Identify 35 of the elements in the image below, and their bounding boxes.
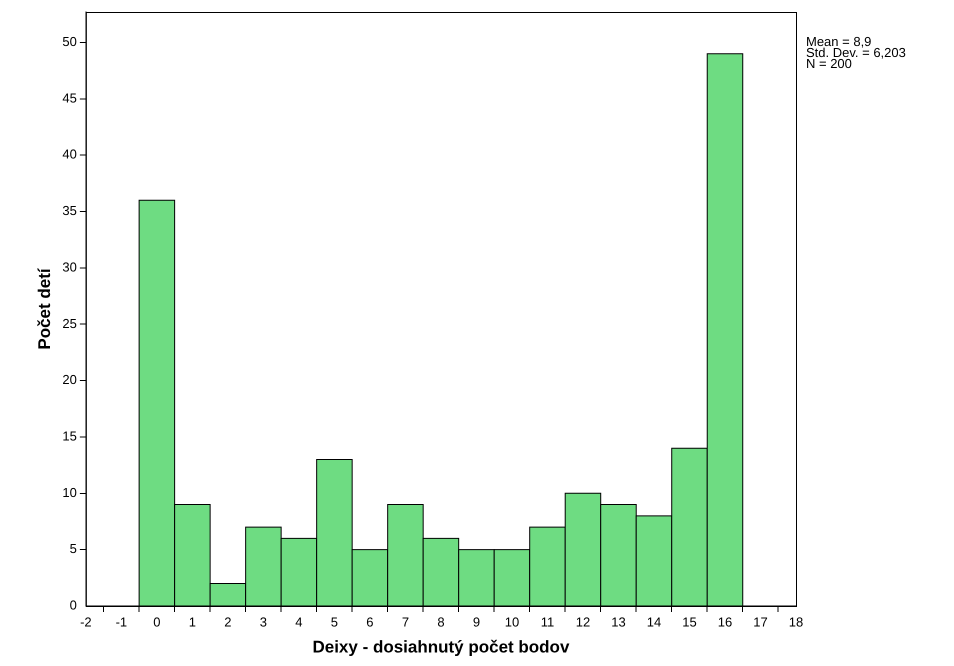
x-tick-label: 16 <box>718 614 732 630</box>
y-tick-label: 5 <box>70 541 77 556</box>
x-axis-title: Deixy - dosiahnutý počet bodov <box>312 637 570 656</box>
x-tick-label: 4 <box>295 614 303 630</box>
y-tick-label: 45 <box>62 90 77 106</box>
x-tick-label: 10 <box>504 614 520 630</box>
text: N = 200 <box>806 56 852 72</box>
x-tick-label: 13 <box>611 614 626 630</box>
x-tick-label: 2 <box>224 614 232 630</box>
x-tick-label: 17 <box>753 614 768 630</box>
x-tick-label: 0 <box>153 614 160 630</box>
y-tick-label: 0 <box>70 598 77 613</box>
y-tick-label: 50 <box>62 34 77 50</box>
x-tick-label: 12 <box>576 614 590 630</box>
x-tick-label: 1 <box>188 614 196 630</box>
x-tick-label: -1 <box>116 614 128 630</box>
y-tick-label: 40 <box>62 146 77 162</box>
x-tick-label: 15 <box>682 614 697 630</box>
y-tick-label: 20 <box>62 372 77 388</box>
y-tick-label: 30 <box>62 259 77 274</box>
x-tick-label: 14 <box>646 614 662 630</box>
x-tick-label: 9 <box>472 614 480 630</box>
x-tick-label: 8 <box>437 614 445 630</box>
x-tick-label: -2 <box>80 614 92 630</box>
y-tick-label: 15 <box>62 428 77 444</box>
y-tick-label: 10 <box>62 484 77 500</box>
y-axis-title: Počet detí <box>34 267 54 350</box>
x-tick-label: 18 <box>788 614 804 630</box>
x-tick-label: 5 <box>330 614 338 630</box>
x-tick-label: 7 <box>402 614 410 630</box>
x-tick-label: 11 <box>540 614 554 630</box>
y-tick-label: 35 <box>62 203 77 218</box>
x-tick-label: 6 <box>366 614 374 630</box>
y-tick-label: 25 <box>62 316 77 331</box>
x-tick-label: 3 <box>260 614 268 630</box>
